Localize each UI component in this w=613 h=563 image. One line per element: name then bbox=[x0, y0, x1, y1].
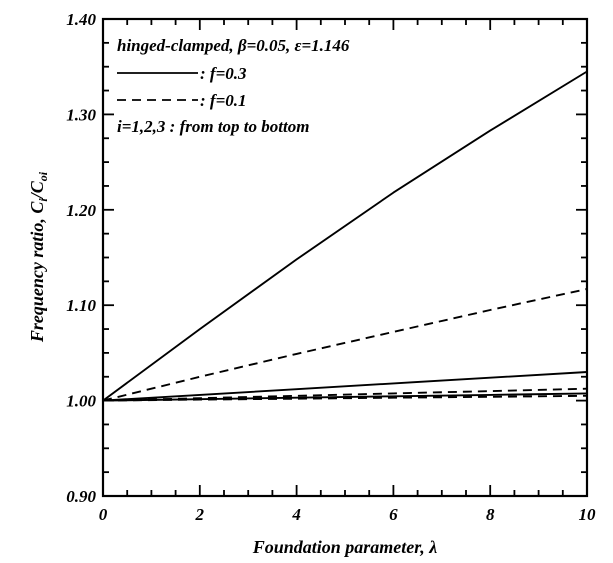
y-tick-label: 1.30 bbox=[66, 105, 96, 124]
y-tick-label: 0.90 bbox=[66, 487, 96, 506]
x-tick-label: 4 bbox=[291, 505, 301, 524]
plot-frame bbox=[101, 17, 589, 498]
y-axis-label-sep: /C bbox=[27, 180, 47, 200]
tick-labels: 0 2 4 6 8 10 0.90 1.00 1.10 1.20 1.30 1.40 bbox=[66, 10, 596, 524]
legend-header: hinged-clamped, β=0.05, ε=1.146 bbox=[117, 36, 350, 55]
series-line-6-dashed bbox=[102, 394, 588, 402]
y-axis-label-sub: i bbox=[36, 198, 50, 202]
series-group bbox=[102, 70, 588, 402]
legend-note: i=1,2,3 : from top to bottom bbox=[117, 117, 309, 136]
legend: hinged-clamped, β=0.05, ε=1.146 : f=0.3 … bbox=[117, 36, 350, 136]
series-line-1-solid bbox=[102, 70, 588, 402]
legend-entry-solid: : f=0.3 bbox=[200, 64, 247, 83]
x-tick-label: 8 bbox=[486, 505, 495, 524]
y-axis-label: Frequency ratio, Ci/Coi bbox=[27, 171, 50, 343]
ticks bbox=[102, 18, 588, 497]
x-tick-label: 0 bbox=[99, 505, 108, 524]
y-axis-label-main: Frequency ratio, C bbox=[27, 201, 47, 343]
y-axis-label-sub2: oi bbox=[36, 171, 50, 181]
x-tick-label: 2 bbox=[195, 505, 205, 524]
y-tick-label: 1.40 bbox=[66, 10, 96, 29]
y-tick-label: 1.00 bbox=[66, 392, 96, 411]
series-line-3-solid bbox=[102, 371, 588, 402]
x-axis-label: Foundation parameter, λ bbox=[252, 537, 438, 557]
x-tick-label: 6 bbox=[389, 505, 398, 524]
legend-entry-dashed: : f=0.1 bbox=[200, 91, 247, 110]
x-tick-label: 10 bbox=[579, 505, 597, 524]
y-tick-label: 1.10 bbox=[66, 296, 96, 315]
series-line-2-dashed bbox=[102, 288, 588, 402]
y-tick-label: 1.20 bbox=[66, 201, 96, 220]
